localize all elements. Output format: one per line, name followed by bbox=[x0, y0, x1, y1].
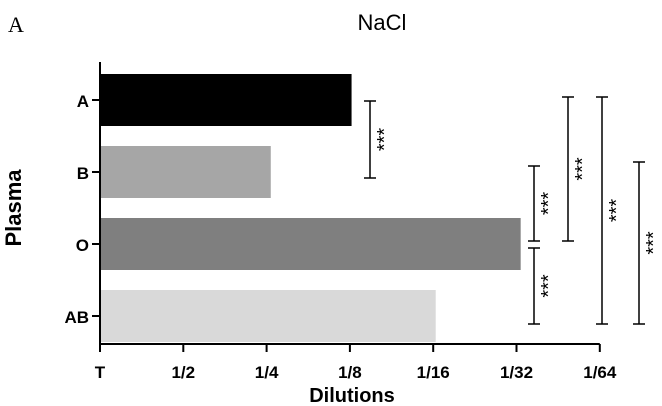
bar-b bbox=[100, 146, 271, 198]
sig-label-5: *** bbox=[643, 231, 662, 255]
sig-label-0: *** bbox=[374, 128, 396, 152]
sig-label-3: *** bbox=[572, 157, 594, 181]
bars-group bbox=[100, 74, 521, 342]
y-tick-label-o: O bbox=[76, 236, 89, 255]
bar-ab bbox=[100, 290, 436, 342]
x-tick-label-6: 1/64 bbox=[583, 363, 617, 382]
sig-label-1: *** bbox=[538, 192, 560, 216]
bar-o bbox=[100, 218, 521, 270]
sig-label-2: *** bbox=[538, 274, 560, 298]
x-tick-label-3: 1/8 bbox=[338, 363, 362, 382]
y-tick-label-b: B bbox=[77, 164, 89, 183]
y-axis-label: Plasma bbox=[1, 169, 26, 247]
y-tick-label-ab: AB bbox=[64, 308, 89, 327]
bar-a bbox=[100, 74, 352, 126]
x-tick-label-5: 1/32 bbox=[500, 363, 533, 382]
significance-group: *** *** *** *** *** *** bbox=[364, 96, 662, 325]
x-tick-label-0: T bbox=[95, 363, 106, 382]
sig-label-4: *** bbox=[606, 199, 628, 223]
x-tick-label-4: 1/16 bbox=[417, 363, 450, 382]
panel-label: A bbox=[8, 12, 24, 37]
x-axis-label: Dilutions bbox=[309, 385, 395, 406]
x-tick-label-1: 1/2 bbox=[171, 363, 195, 382]
chart-title: NaCl bbox=[358, 10, 407, 35]
y-tick-label-a: A bbox=[77, 92, 89, 111]
x-tick-label-2: 1/4 bbox=[255, 363, 279, 382]
